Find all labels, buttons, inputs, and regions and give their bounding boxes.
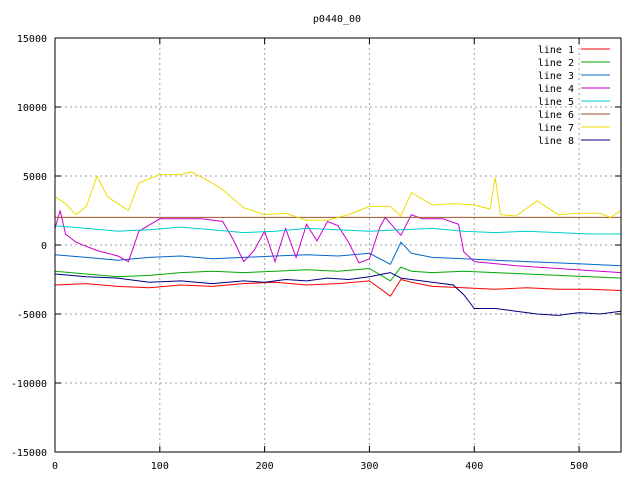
- legend: line 1 line 2 line 3 line 4 line 5 line 6 line…: [538, 45, 610, 147]
- series-line-8: [54, 272, 622, 316]
- series-line-1: [54, 278, 622, 297]
- y-tick-label: 15000: [17, 34, 47, 45]
- series-lines: [54, 171, 622, 316]
- x-tick-label: 500: [570, 461, 588, 472]
- series-line-4: [54, 210, 622, 274]
- plot-frame: [54, 37, 622, 453]
- x-tick-label: 0: [52, 461, 58, 472]
- x-tick-label: 400: [465, 461, 483, 472]
- legend-label-3: line 3: [538, 71, 574, 82]
- y-tick-label: 10000: [17, 103, 47, 114]
- y-tick-label: 0: [41, 241, 47, 252]
- series-line-7: [54, 171, 622, 221]
- y-tick-label: 5000: [23, 172, 47, 183]
- legend-label-8: line 8: [538, 136, 574, 147]
- legend-label-1: line 1: [538, 45, 574, 56]
- y-tick-label: -10000: [11, 379, 47, 390]
- x-tick-label: 200: [256, 461, 274, 472]
- series-line-2: [54, 266, 622, 282]
- legend-label-4: line 4: [538, 84, 574, 95]
- grid-lines: [55, 38, 621, 452]
- legend-label-2: line 2: [538, 58, 574, 69]
- series-line-5: [54, 225, 621, 235]
- x-tick-label: 300: [360, 461, 378, 472]
- x-tick-label: 100: [151, 461, 169, 472]
- series-line-3: [54, 241, 622, 267]
- axis-ticks: 0 100 200 300 400 500 -15000 -10000 -5000 0 5000 10…: [11, 34, 621, 472]
- legend-label-5: line 5: [538, 97, 574, 108]
- y-tick-label: -15000: [11, 448, 47, 459]
- y-tick-label: -5000: [17, 310, 47, 321]
- chart-title: p0440_00: [313, 14, 361, 25]
- legend-label-7: line 7: [538, 123, 574, 134]
- legend-label-6: line 6: [538, 110, 574, 121]
